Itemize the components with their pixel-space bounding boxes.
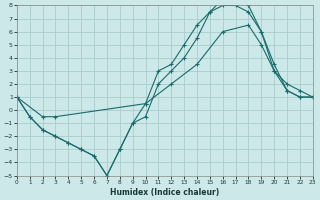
X-axis label: Humidex (Indice chaleur): Humidex (Indice chaleur) (110, 188, 220, 197)
